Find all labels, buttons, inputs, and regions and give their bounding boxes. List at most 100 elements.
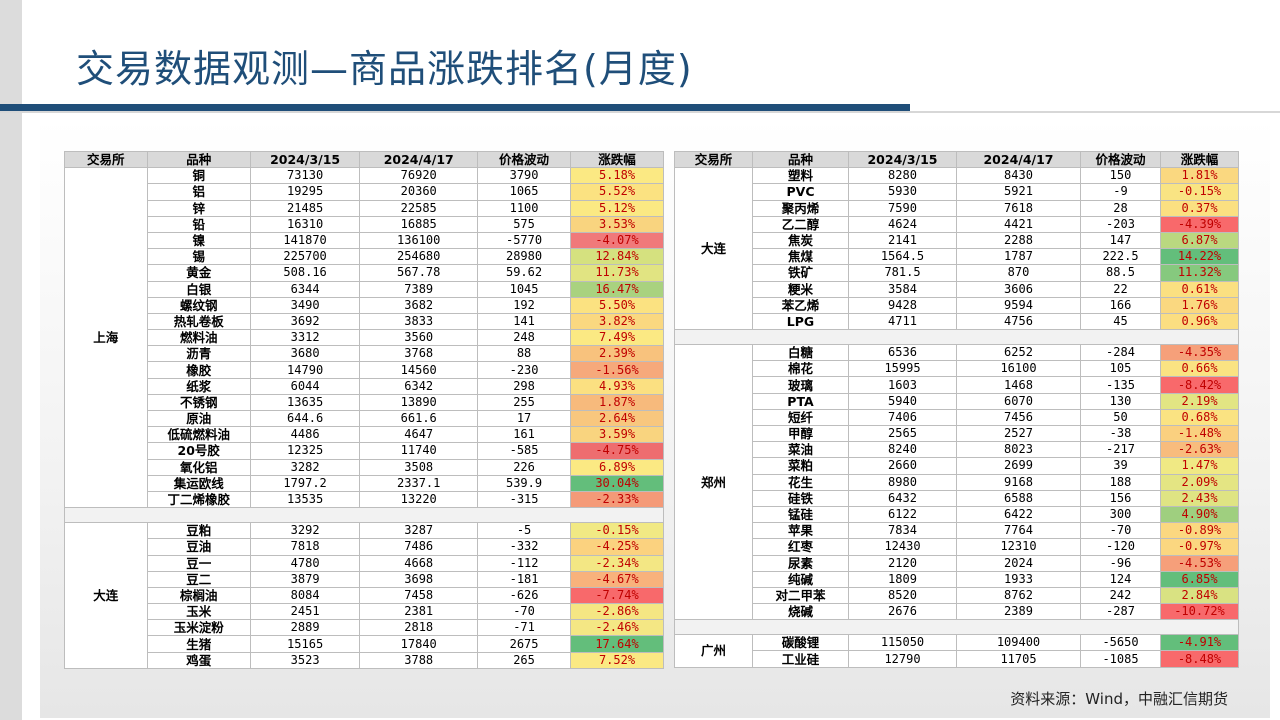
change-percent: 5.50%	[570, 296, 664, 314]
table-row: 生猪 15165 17840 2675 17.64%	[65, 635, 664, 653]
price-end: 13220	[359, 490, 479, 509]
table-row: 尿素 2120 2024 -96 -4.53%	[675, 554, 1239, 572]
price-end: 22585	[359, 199, 479, 217]
table-row: 丁二烯橡胶 13535 13220 -315 -2.33%	[65, 490, 664, 509]
price-change: 1045	[477, 280, 572, 298]
table-row: 纸浆 6044 6342 298 4.93%	[65, 377, 664, 395]
change-percent: -2.34%	[570, 554, 664, 572]
price-start: 2451	[249, 603, 361, 621]
price-end: 3698	[359, 570, 479, 588]
commodity-name: 黄金	[146, 264, 251, 282]
exchange-cell: 郑州	[674, 344, 753, 621]
table-row: 燃料油 3312 3560 248 7.49%	[65, 329, 664, 347]
change-percent: -0.15%	[1160, 183, 1239, 201]
separator-row	[64, 507, 664, 524]
price-start: 7818	[249, 538, 361, 556]
commodity-name: 白银	[146, 280, 251, 298]
price-end: 6588	[956, 489, 1081, 507]
column-header: 涨跌幅	[570, 150, 664, 169]
price-change: -70	[1080, 522, 1161, 540]
price-end: 7764	[956, 522, 1081, 540]
commodity-name: 焦炭	[752, 231, 849, 250]
table-row: 锡 225700 254680 28980 12.84%	[65, 248, 664, 266]
change-percent: 0.61%	[1160, 280, 1239, 298]
table-row: 原油 644.6 661.6 17 2.64%	[65, 409, 664, 428]
commodity-name: PVC	[752, 183, 849, 201]
column-header: 2024/4/17	[956, 150, 1081, 169]
price-end: 4647	[359, 426, 479, 444]
price-end: 76920	[359, 167, 479, 185]
column-header: 2024/3/15	[848, 150, 957, 169]
price-change: -5770	[477, 231, 572, 250]
table-row: 焦炭 2141 2288 147 6.87%	[675, 231, 1239, 250]
price-end: 11740	[359, 442, 479, 460]
price-end: 3833	[359, 312, 479, 331]
price-start: 2676	[848, 603, 957, 621]
price-change: 150	[1080, 167, 1161, 185]
price-end: 2389	[956, 603, 1081, 621]
price-change: -1085	[1080, 650, 1161, 668]
price-start: 2889	[249, 619, 361, 637]
price-change: 28	[1080, 199, 1161, 217]
table-row: 乙二醇 4624 4421 -203 -4.39%	[675, 215, 1239, 233]
price-end: 6342	[359, 377, 479, 395]
price-end: 3788	[359, 651, 479, 669]
commodity-name: 对二甲苯	[752, 586, 849, 605]
column-header: 交易所	[64, 150, 148, 169]
table-row: 玉米淀粉 2889 2818 -71 -2.46%	[65, 619, 664, 637]
price-start: 8280	[848, 167, 957, 185]
change-percent: 11.73%	[570, 264, 664, 282]
change-percent: 2.84%	[1160, 586, 1239, 605]
price-start: 1564.5	[848, 248, 957, 266]
table-row: 苯乙烯 9428 9594 166 1.76%	[675, 296, 1239, 314]
table-row: 短纤 7406 7456 50 0.68%	[675, 408, 1239, 427]
price-end: 6422	[956, 505, 1081, 524]
change-percent: -0.97%	[1160, 538, 1239, 556]
title-underline	[0, 104, 910, 111]
commodity-name: 聚丙烯	[752, 199, 849, 217]
price-end: 1933	[956, 570, 1081, 588]
price-end: 5921	[956, 183, 1081, 201]
change-percent: 3.59%	[570, 426, 664, 444]
commodity-name: 生猪	[146, 635, 251, 653]
price-change: -181	[477, 570, 572, 588]
price-change: -38	[1080, 424, 1161, 443]
table-row: LPG 4711 4756 45 0.96%	[675, 312, 1239, 331]
price-start: 644.6	[249, 409, 361, 428]
table-row: 沥青 3680 3768 88 2.39%	[65, 345, 664, 363]
price-end: 254680	[359, 248, 479, 266]
price-end: 7486	[359, 538, 479, 556]
table-row: 大连 豆粕 3292 3287 -5 -0.15%	[64, 522, 664, 669]
commodity-name: 玻璃	[752, 376, 849, 394]
price-change: 17	[477, 409, 572, 428]
change-percent: 0.96%	[1160, 312, 1239, 331]
price-end: 2337.1	[359, 474, 479, 492]
table-row: 豆油 7818 7486 -332 -4.25%	[65, 538, 664, 556]
price-start: 13635	[249, 393, 361, 412]
commodity-name: 沥青	[146, 345, 251, 363]
commodity-name: 焦煤	[752, 248, 849, 266]
table-row: 不锈钢 13635 13890 255 1.87%	[65, 393, 664, 412]
price-start: 508.16	[249, 264, 361, 282]
change-percent: -1.48%	[1160, 424, 1239, 443]
commodity-name: 粳米	[752, 280, 849, 298]
table-row: 郑州 白糖 6536 6252 -284 -4.35%	[674, 344, 1239, 621]
price-start: 12790	[848, 650, 957, 668]
price-change: 39	[1080, 457, 1161, 475]
table-row: 聚丙烯 7590 7618 28 0.37%	[675, 199, 1239, 217]
price-change: 88.5	[1080, 264, 1161, 282]
change-percent: -2.46%	[570, 619, 664, 637]
commodity-name: 苯乙烯	[752, 296, 849, 314]
price-change: 2675	[477, 635, 572, 653]
table-row: 菜粕 2660 2699 39 1.47%	[675, 457, 1239, 475]
price-change: 141	[477, 312, 572, 331]
title-underline-thin	[0, 111, 1280, 113]
price-start: 2120	[848, 554, 957, 572]
table-row: 花生 8980 9168 188 2.09%	[675, 473, 1239, 491]
price-change: 161	[477, 426, 572, 444]
price-end: 9594	[956, 296, 1081, 314]
price-end: 6252	[956, 344, 1081, 362]
commodity-name: 乙二醇	[752, 215, 849, 233]
table-row: 铅 16310 16885 575 3.53%	[65, 215, 664, 233]
price-change: 59.62	[477, 264, 572, 282]
